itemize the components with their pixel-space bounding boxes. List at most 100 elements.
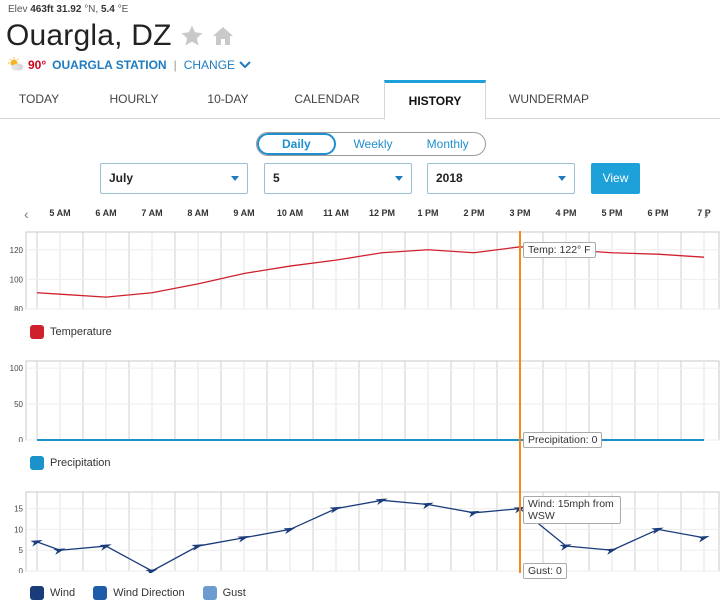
legend-precipitation-label: Precipitation bbox=[50, 457, 111, 469]
precipitation-chart: 0 50 100 bbox=[10, 360, 720, 442]
wind-direction-marker bbox=[191, 544, 204, 551]
tab-calendar[interactable]: Calendar bbox=[294, 92, 360, 106]
legend-precipitation[interactable]: Precipitation bbox=[30, 456, 111, 470]
y-tick-label: 120 bbox=[10, 246, 24, 255]
partly-sunny-icon bbox=[8, 56, 24, 74]
legend-wind[interactable]: Wind bbox=[30, 586, 75, 600]
legend-temperature-label: Temperature bbox=[50, 326, 112, 338]
wind-direction-marker bbox=[99, 544, 112, 551]
plot-frame bbox=[25, 231, 720, 310]
legend-gust[interactable]: Gust bbox=[202, 586, 246, 600]
day-select[interactable]: 5 bbox=[264, 163, 412, 194]
legend-temperature[interactable]: Temperature bbox=[30, 325, 112, 339]
home-icon[interactable] bbox=[212, 25, 234, 47]
wind-direction-marker bbox=[421, 502, 434, 510]
city-title: Ouargla, DZ bbox=[6, 19, 172, 52]
change-label: CHANGE bbox=[183, 58, 236, 72]
legend-wind-label: Wind bbox=[50, 587, 76, 599]
hour-label: 10 AM bbox=[276, 208, 304, 218]
wind-direction-marker bbox=[697, 535, 710, 543]
plot-frame bbox=[25, 360, 720, 441]
chevron-left-icon[interactable]: ‹ bbox=[24, 206, 29, 222]
gust-swatch bbox=[202, 586, 217, 600]
separator: | bbox=[173, 58, 177, 72]
wind-tooltip: Wind: 15mph from WSW bbox=[523, 496, 621, 524]
tab-today[interactable]: Today bbox=[18, 92, 60, 106]
temperature-legend: Temperature bbox=[30, 325, 130, 339]
year-value: 2018 bbox=[436, 171, 463, 185]
hour-label: 6 AM bbox=[95, 208, 117, 218]
elev-value: 463ft bbox=[30, 4, 54, 15]
hour-label: 9 AM bbox=[233, 208, 255, 218]
hour-timeline: ‹ 5 AM 6 AM 7 AM 8 AM 9 AM 10 AM 11 AM 12 PM 1 P… bbox=[0, 203, 720, 225]
nav-tabs: Today Hourly 10-Day Calendar History Wun… bbox=[0, 80, 720, 120]
range-toggle: Daily Weekly Monthly bbox=[256, 132, 486, 156]
temperature-swatch bbox=[30, 325, 44, 339]
change-station-button[interactable]: CHANGE bbox=[184, 58, 235, 72]
elev-label: Elev bbox=[8, 4, 28, 15]
wind-direction-marker bbox=[559, 544, 572, 551]
y-tick-label: 80 bbox=[14, 305, 23, 311]
elevation-coords: Elev 463ft 31.92 °N, 5.4 °E bbox=[8, 4, 128, 15]
tab-history[interactable]: History bbox=[384, 80, 486, 120]
range-daily-button[interactable]: Daily bbox=[257, 133, 336, 155]
wind-legend: Wind Wind Direction Gust bbox=[30, 586, 264, 600]
y-tick-label: 0 bbox=[19, 436, 24, 442]
time-cursor-line[interactable] bbox=[519, 231, 521, 573]
temperature-chart: 80 100 120 bbox=[10, 231, 720, 311]
month-value: July bbox=[109, 171, 134, 185]
wind-direction-marker bbox=[605, 548, 618, 555]
hour-label: 11 AM bbox=[323, 208, 349, 218]
tab-hourly[interactable]: Hourly bbox=[109, 92, 159, 106]
chevron-down-icon[interactable] bbox=[239, 61, 251, 69]
y-tick-label: 100 bbox=[10, 364, 24, 373]
hour-label: 8 AM bbox=[187, 208, 209, 218]
city-title-row: Ouargla, DZ bbox=[6, 19, 234, 53]
lat-unit: °N, bbox=[84, 4, 99, 15]
gust-tooltip: Gust: 0 bbox=[523, 563, 567, 579]
precipitation-swatch bbox=[30, 456, 44, 470]
legend-gust-label: Gust bbox=[222, 587, 246, 599]
wind-tooltip-line2: WSW bbox=[528, 510, 555, 522]
wind-direction-marker bbox=[651, 527, 664, 535]
wind-direction-marker bbox=[467, 510, 480, 518]
station-row: 90° OUARGLA STATION | CHANGE bbox=[8, 56, 251, 74]
favorite-star-icon[interactable] bbox=[180, 24, 204, 48]
year-select[interactable]: 2018 bbox=[427, 163, 575, 194]
month-caret-icon bbox=[231, 176, 239, 181]
hour-label: 6 PM bbox=[647, 208, 669, 218]
hour-label: 12 PM bbox=[368, 208, 396, 218]
range-monthly-button[interactable]: Monthly bbox=[426, 137, 469, 151]
current-temp: 90° bbox=[28, 58, 47, 72]
tab-wundermap[interactable]: Wundermap bbox=[509, 92, 589, 106]
temp-tooltip: Temp: 122° F bbox=[523, 242, 596, 258]
station-link[interactable]: OUARGLA STATION bbox=[52, 58, 167, 72]
chevron-right-icon[interactable]: › bbox=[704, 206, 709, 222]
view-button[interactable]: View bbox=[591, 163, 640, 194]
y-tick-label: 0 bbox=[19, 567, 24, 573]
y-tick-label: 100 bbox=[10, 275, 24, 284]
y-tick-label: 10 bbox=[14, 525, 23, 534]
y-tick-label: 15 bbox=[14, 505, 23, 514]
wind-direction-marker bbox=[30, 540, 43, 547]
hour-label: 3 PM bbox=[509, 208, 531, 218]
range-weekly-button[interactable]: Weekly bbox=[353, 137, 393, 151]
hour-label: 5 AM bbox=[49, 208, 71, 218]
hour-label: 5 PM bbox=[601, 208, 623, 218]
y-tick-label: 50 bbox=[14, 400, 23, 409]
month-select[interactable]: July bbox=[100, 163, 248, 194]
tab-10-day[interactable]: 10-Day bbox=[207, 92, 249, 106]
lon-value: 5.4 bbox=[100, 4, 115, 15]
wind-direction-marker bbox=[329, 506, 342, 514]
year-caret-icon bbox=[558, 176, 566, 181]
series-line bbox=[36, 499, 705, 572]
hour-label: 2 PM bbox=[463, 208, 485, 218]
legend-wind-direction-label: Wind Direction bbox=[113, 587, 185, 599]
legend-wind-direction[interactable]: Wind Direction bbox=[93, 586, 185, 600]
lat-value: 31.92 bbox=[56, 4, 82, 15]
hour-label: 1 PM bbox=[417, 208, 439, 218]
wind-direction-marker bbox=[375, 498, 388, 506]
precip-tooltip: Precipitation: 0 bbox=[523, 432, 603, 448]
wind-chart: 0 5 10 15 bbox=[14, 491, 720, 573]
wind-direction-marker bbox=[237, 535, 250, 543]
